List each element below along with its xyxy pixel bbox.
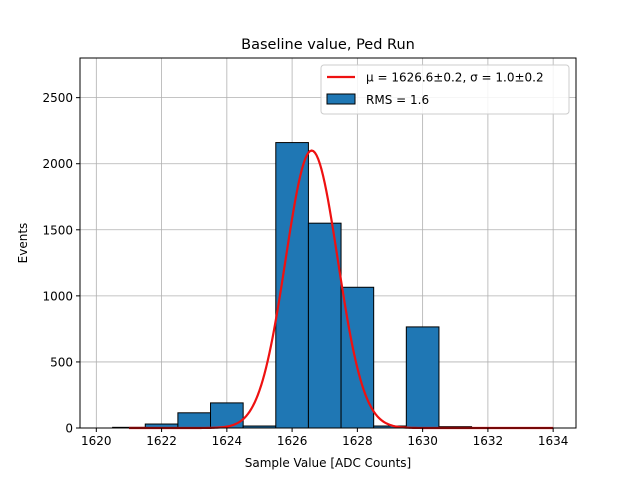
histogram-bar <box>177 412 212 429</box>
x-tick-label: 1634 <box>538 434 569 448</box>
x-tick-label: 1626 <box>277 434 308 448</box>
y-tick-label: 500 <box>50 355 73 369</box>
histogram-bar <box>405 326 440 429</box>
x-tick-label: 1620 <box>81 434 112 448</box>
histogram-bar <box>210 402 244 429</box>
y-tick-label: 1500 <box>42 223 73 237</box>
x-tick-label: 1630 <box>407 434 438 448</box>
chart-title: Baseline value, Ped Run <box>241 37 415 53</box>
y-axis: 0 500 1000 1500 2000 2500 <box>42 91 80 436</box>
y-tick-label: 0 <box>65 422 73 436</box>
y-tick-label: 2500 <box>42 91 73 105</box>
legend: μ = 1626.6±0.2, σ = 1.0±0.2 RMS = 1.6 <box>320 64 570 115</box>
y-axis-label: Events <box>16 223 30 264</box>
plot-frame <box>79 57 577 429</box>
x-tick-label: 1628 <box>342 434 373 448</box>
legend-histogram-patch <box>326 93 356 105</box>
x-axis-label: Sample Value [ADC Counts] <box>245 456 411 470</box>
x-axis: 1620 1622 1624 1626 1628 1630 1632 1634 <box>81 428 568 448</box>
y-tick-label: 1000 <box>42 289 73 303</box>
x-tick-label: 1622 <box>146 434 177 448</box>
y-tick-label: 2000 <box>42 157 73 171</box>
x-tick-label: 1632 <box>473 434 504 448</box>
legend-box <box>320 64 570 115</box>
x-tick-label: 1624 <box>212 434 243 448</box>
legend-histogram-label: RMS = 1.6 <box>366 93 429 107</box>
legend-fit-label: μ = 1626.6±0.2, σ = 1.0±0.2 <box>366 71 544 85</box>
